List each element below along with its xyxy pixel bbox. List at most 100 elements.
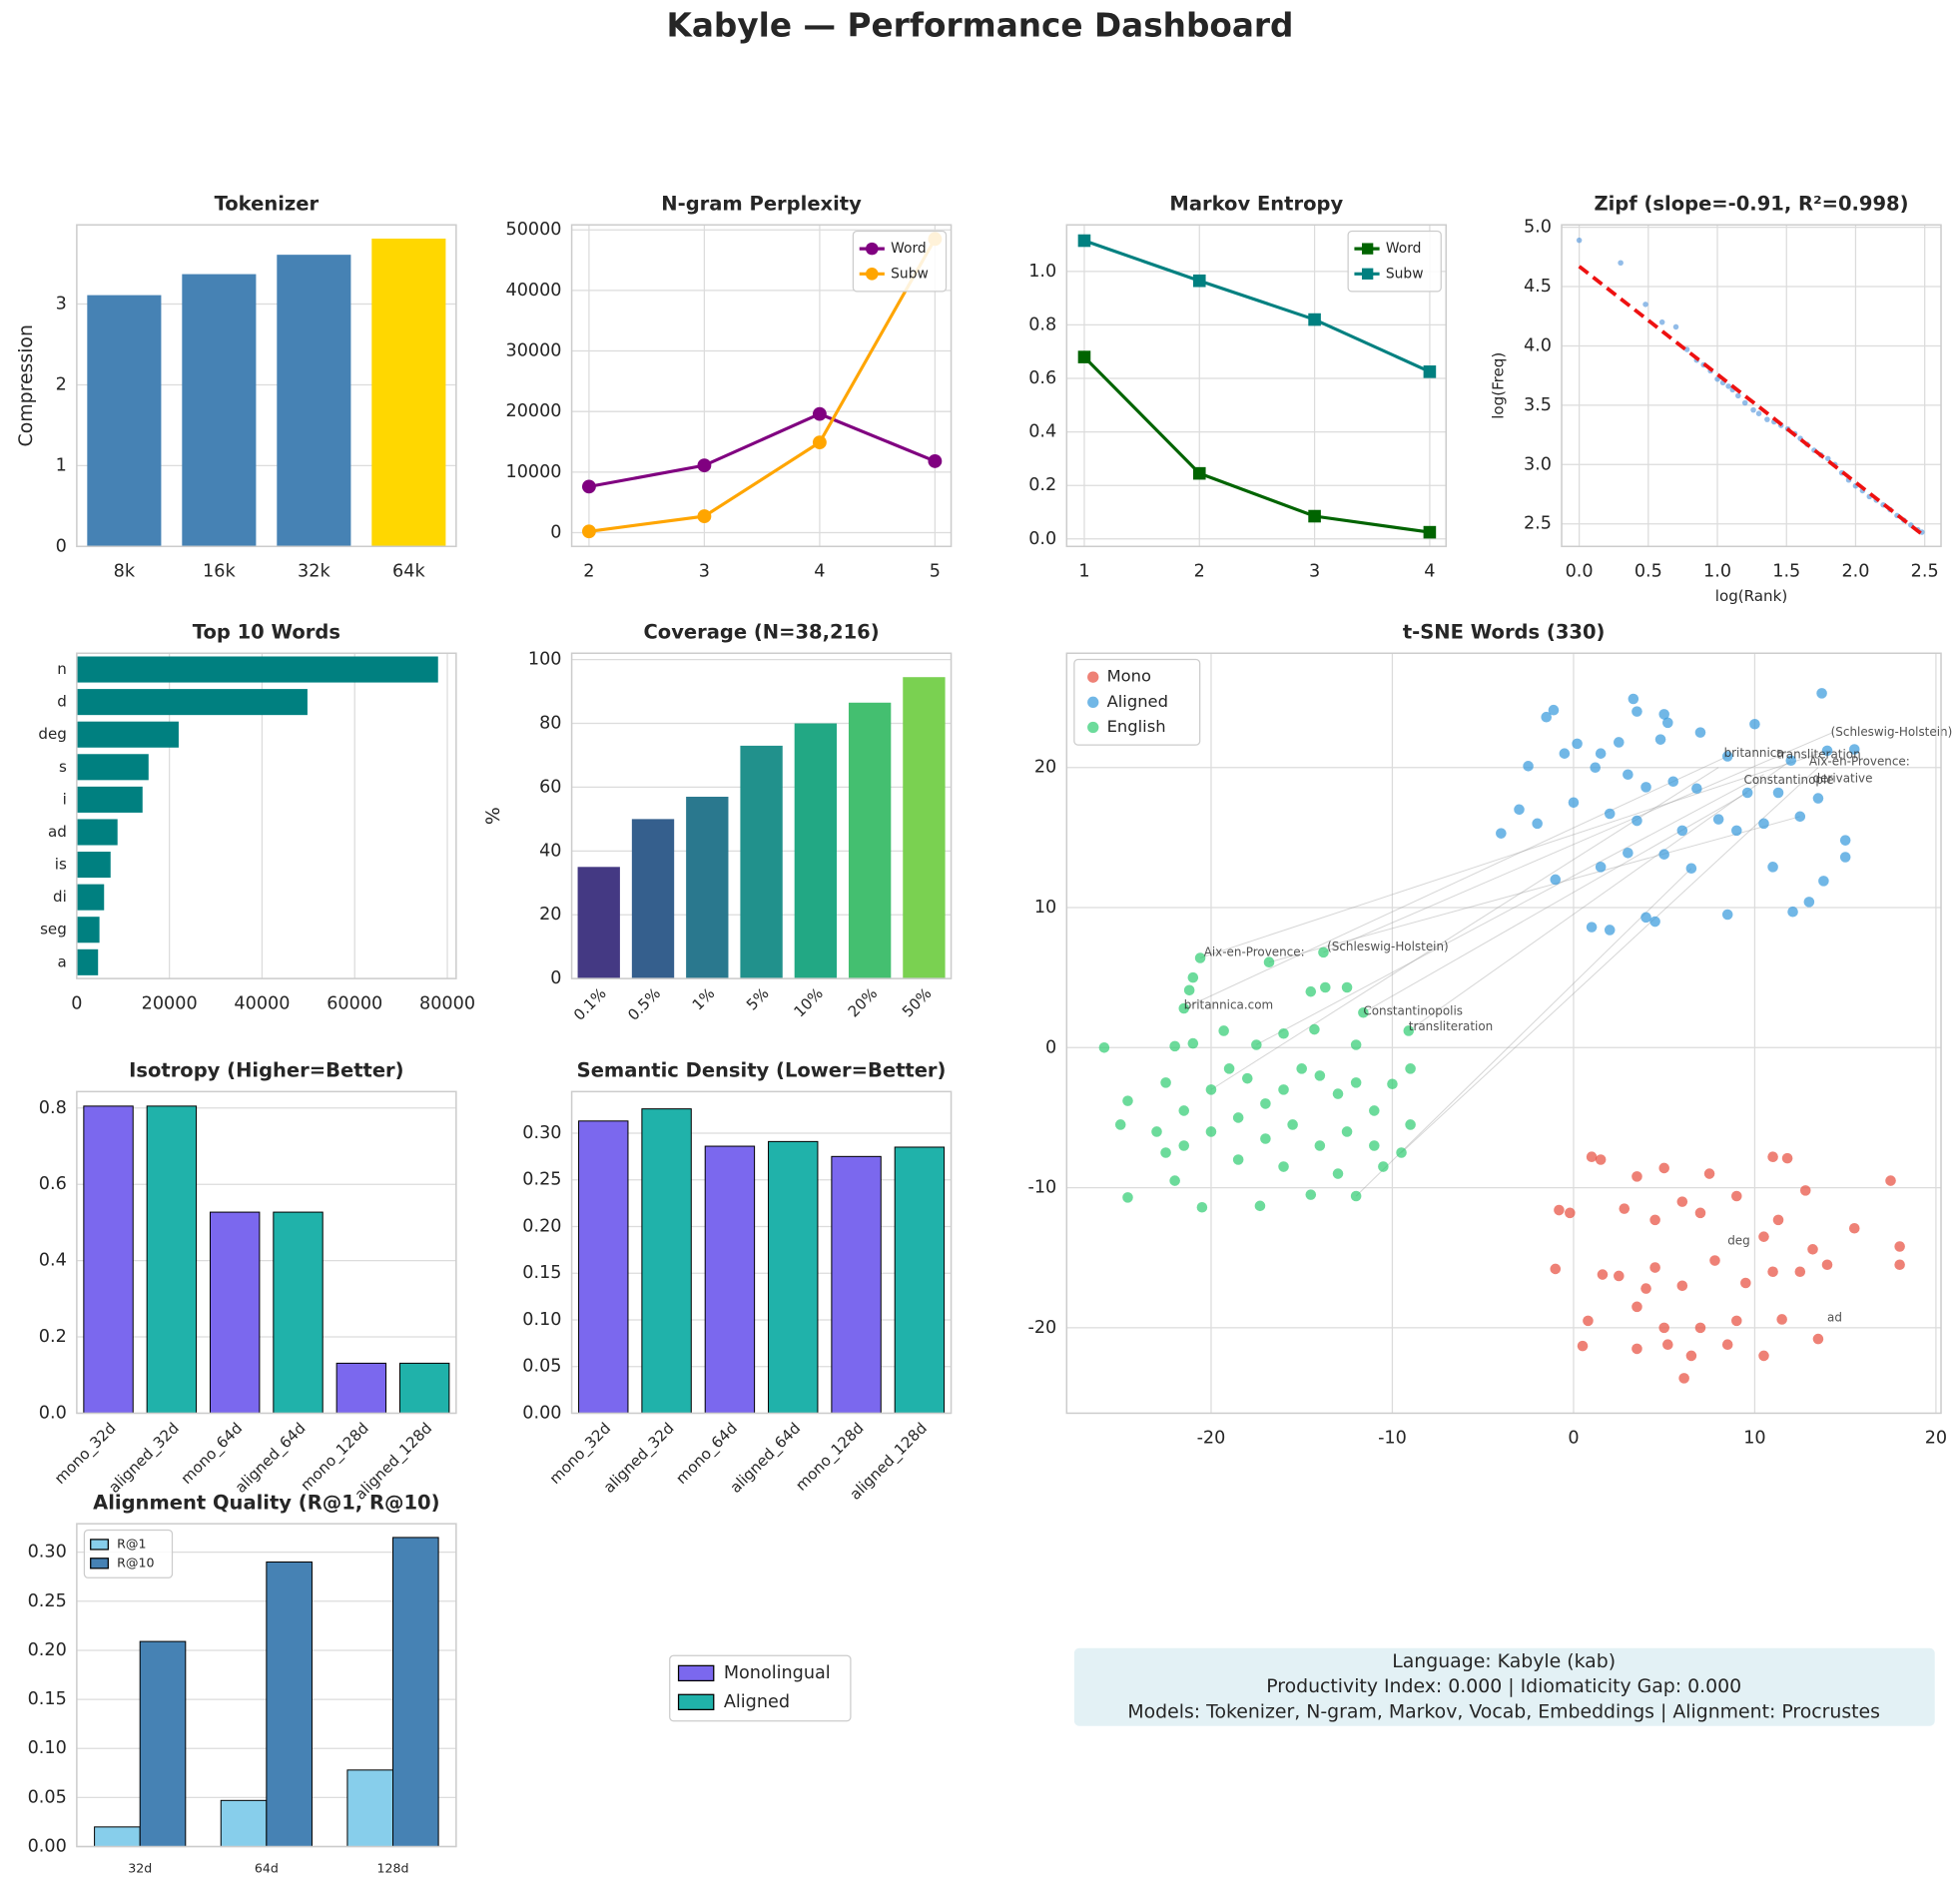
point	[1730, 825, 1742, 837]
y-tick-label: 0.30	[28, 1543, 67, 1563]
bar	[577, 867, 620, 979]
point	[1667, 776, 1679, 788]
point	[1787, 906, 1798, 918]
point	[1387, 1078, 1398, 1090]
point	[1848, 1222, 1860, 1234]
point	[1514, 804, 1525, 816]
point	[1287, 1119, 1298, 1130]
point	[1260, 1133, 1271, 1144]
info-line: Language: Kabyle (kab)	[1392, 1650, 1616, 1672]
x-tick-label: 2.5	[1911, 561, 1939, 581]
marker	[928, 453, 943, 468]
point	[1750, 406, 1756, 413]
point	[1658, 1322, 1669, 1334]
point	[1676, 1196, 1688, 1207]
y-tick-label: 4.5	[1524, 277, 1552, 297]
point	[1885, 1175, 1896, 1186]
link-line	[1256, 774, 1764, 1045]
point	[1178, 1140, 1190, 1151]
point	[1672, 323, 1679, 330]
point	[1749, 718, 1760, 730]
axes-frame	[570, 1090, 953, 1415]
y-tick-label: 3.5	[1524, 395, 1552, 415]
point	[1405, 1119, 1416, 1130]
point	[1332, 1088, 1344, 1099]
y-axis-label: %	[482, 807, 504, 825]
x-tick-label: 2.0	[1841, 561, 1869, 581]
point	[1232, 1112, 1244, 1123]
point	[1314, 1140, 1326, 1151]
panel-title: Top 10 Words	[193, 621, 340, 644]
point	[1772, 1214, 1784, 1226]
point	[1758, 1350, 1769, 1362]
link-line	[1323, 732, 1833, 953]
point	[1604, 925, 1616, 936]
x-tick-label: 4	[814, 561, 825, 581]
x-tick-label: 20	[1925, 1429, 1947, 1449]
y-tick-label: ad	[48, 823, 67, 841]
bar	[273, 1211, 324, 1414]
point	[1541, 711, 1553, 723]
marker	[812, 435, 827, 450]
point	[1405, 1063, 1416, 1074]
bar	[740, 745, 783, 979]
point	[1358, 1006, 1369, 1018]
point	[1251, 1039, 1262, 1050]
point	[1821, 1259, 1833, 1271]
point	[1205, 1126, 1217, 1137]
y-tick-label: 50000	[505, 220, 561, 240]
x-tick-label: 0.1%	[570, 984, 610, 1024]
bar	[76, 948, 99, 975]
y-tick-label: 80	[539, 714, 561, 734]
bar	[87, 295, 162, 547]
bar	[768, 1140, 819, 1414]
point	[1740, 1277, 1751, 1289]
annotation: derivative	[1813, 771, 1873, 785]
x-tick-label: 50%	[899, 984, 935, 1020]
y-tick-label: 0.00	[28, 1837, 67, 1857]
axes-frame	[570, 652, 953, 979]
point	[1318, 946, 1329, 958]
point	[1694, 1207, 1706, 1219]
point	[1721, 751, 1733, 762]
y-tick-label: 60	[539, 777, 561, 797]
point	[1772, 787, 1784, 799]
point	[1341, 1126, 1353, 1137]
legend-swatch	[677, 1693, 715, 1711]
point	[1577, 1340, 1589, 1352]
point	[1632, 815, 1642, 827]
point	[1803, 897, 1815, 908]
point	[1178, 1002, 1190, 1014]
x-tick-label: 5%	[743, 984, 773, 1014]
point	[1712, 814, 1724, 825]
bar	[76, 852, 111, 879]
point	[1741, 399, 1748, 406]
point	[1825, 455, 1831, 462]
point	[1241, 1072, 1253, 1084]
y-tick-label: 100	[528, 650, 562, 670]
bar	[76, 884, 105, 911]
legend-label: Aligned	[724, 1692, 790, 1712]
x-tick-label: 2	[583, 561, 594, 581]
x-tick-label: 32d	[128, 1861, 152, 1876]
point	[1548, 704, 1560, 716]
point	[1305, 1189, 1317, 1200]
point	[1764, 416, 1770, 422]
point	[1369, 1105, 1380, 1116]
legend-marker	[1361, 268, 1374, 280]
axes-frame	[570, 224, 953, 548]
point	[1169, 1175, 1180, 1186]
point	[1309, 1023, 1320, 1035]
legend-box	[1073, 658, 1201, 746]
x-tick-label: 8k	[114, 561, 136, 581]
point	[1725, 383, 1731, 389]
point	[1685, 1350, 1697, 1362]
point	[1554, 1204, 1565, 1216]
marker	[1192, 466, 1206, 480]
point	[1604, 808, 1616, 820]
point	[1586, 1151, 1598, 1163]
point	[1260, 1098, 1271, 1109]
bar	[371, 238, 446, 547]
point	[1628, 693, 1639, 705]
point	[1640, 912, 1651, 924]
